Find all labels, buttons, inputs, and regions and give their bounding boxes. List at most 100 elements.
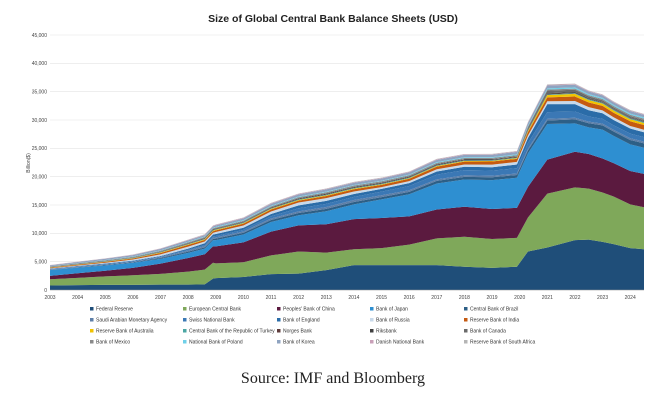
legend-item: European Central Bank: [183, 307, 241, 313]
x-tick-label: 2014: [348, 295, 359, 301]
area-peoples-bank-of-china: [50, 151, 644, 280]
x-tick-label: 2016: [404, 295, 415, 301]
legend-item: Central Bank of the Republic of Turkey: [183, 329, 275, 335]
legend-label: Bank of Canada: [470, 329, 506, 335]
x-tick-label: 2024: [625, 295, 636, 301]
y-tick-label: 5,000: [34, 259, 47, 265]
legend-item: Reserve Bank of South Africa: [464, 340, 536, 346]
legend-item: National Bank of Poland: [183, 340, 243, 346]
y-axis-ticks: 0 5,000 10,000 15,000 20,000 25,000 30,000 35,0…: [32, 33, 48, 294]
legend-swatch: [277, 340, 281, 344]
x-tick-label: 2011: [266, 295, 277, 301]
y-tick-label: 10,000: [32, 231, 48, 237]
source-caption: Source: IMF and Bloomberg: [240, 370, 426, 387]
x-tick-label: 2019: [486, 295, 497, 301]
legend-label: Peoples' Bank of China: [283, 307, 335, 313]
x-tick-label: 2008: [183, 295, 194, 301]
x-tick-label: 2021: [542, 295, 553, 301]
legend-swatch: [277, 329, 281, 333]
x-tick-label: 2003: [44, 295, 55, 301]
legend-swatch: [90, 329, 94, 333]
x-tick-label: 2005: [100, 295, 111, 301]
x-tick-label: 2009: [210, 295, 221, 301]
chart-title: Size of Global Central Bank Balance Shee…: [208, 13, 458, 25]
legend-label: Norges Bank: [283, 329, 312, 335]
legend-swatch: [370, 307, 374, 311]
legend-item: Federal Reserve: [90, 307, 133, 313]
x-tick-label: 2018: [459, 295, 470, 301]
stacked-areas: [50, 83, 644, 291]
x-tick-label: 2004: [72, 295, 83, 301]
legend-label: Reserve Bank of India: [470, 318, 519, 324]
y-tick-label: 15,000: [32, 203, 48, 209]
legend-swatch: [90, 307, 94, 311]
legend-swatch: [464, 340, 468, 344]
y-tick-label: 0: [44, 288, 47, 294]
x-tick-label: 2022: [569, 295, 580, 301]
legend-item: Swiss National Bank: [183, 318, 235, 324]
legend-label: Federal Reserve: [96, 307, 133, 313]
legend-item: Reserve Bank of India: [464, 318, 519, 324]
legend-item: Danish National Bank: [370, 340, 425, 346]
y-tick-label: 30,000: [32, 118, 48, 124]
legend-swatch: [90, 318, 94, 322]
x-axis-ticks: 2003 2004 2005 2006 2007 2008 2009 2010 2011 2012…: [44, 295, 636, 301]
legend-label: Danish National Bank: [376, 340, 425, 346]
y-tick-label: 25,000: [32, 146, 48, 152]
legend-item: Bank of England: [277, 318, 320, 324]
legend-item: Bank of Japan: [370, 307, 408, 313]
legend-item: Bank of Canada: [464, 329, 506, 335]
x-tick-label: 2010: [238, 295, 249, 301]
x-tick-label: 2017: [431, 295, 442, 301]
y-axis-label: Billion($): [26, 153, 32, 173]
x-tick-label: 2023: [597, 295, 608, 301]
x-tick-label: 2007: [155, 295, 166, 301]
legend-swatch: [277, 318, 281, 322]
y-tick-label: 40,000: [32, 61, 48, 67]
legend-label: National Bank of Poland: [189, 340, 243, 346]
legend-label: European Central Bank: [189, 307, 241, 313]
legend-label: Central Bank of Brazil: [470, 307, 518, 313]
legend-label: Reserve Bank of Australia: [96, 329, 154, 335]
area-bank-of-japan: [50, 123, 644, 276]
legend-item: Riksbank: [370, 329, 397, 335]
legend-item: Bank of Mexico: [90, 340, 130, 346]
legend-item: Bank of Russia: [370, 318, 410, 324]
legend-swatch: [183, 329, 187, 333]
x-tick-label: 2015: [376, 295, 387, 301]
legend-swatch: [464, 307, 468, 311]
area-federal-reserve: [50, 239, 644, 290]
legend-label: Bank of Russia: [376, 318, 410, 324]
legend-swatch: [370, 340, 374, 344]
legend-label: Bank of Mexico: [96, 340, 130, 346]
legend-swatch: [183, 307, 187, 311]
y-tick-label: 20,000: [32, 174, 48, 180]
legend-swatch: [90, 340, 94, 344]
area-european-central-bank: [50, 187, 644, 286]
legend-swatch: [277, 307, 281, 311]
x-tick-label: 2012: [293, 295, 304, 301]
legend-item: Saudi Arabian Monetary Agency: [90, 318, 168, 324]
legend-item: Central Bank of Brazil: [464, 307, 518, 313]
x-tick-label: 2013: [321, 295, 332, 301]
legend-label: Reserve Bank of South Africa: [470, 340, 536, 346]
y-tick-label: 35,000: [32, 89, 48, 95]
x-tick-label: 2006: [127, 295, 138, 301]
legend-label: Bank of Korea: [283, 340, 315, 346]
legend-swatch: [183, 318, 187, 322]
legend-swatch: [464, 329, 468, 333]
x-tick-label: 2020: [514, 295, 525, 301]
legend-label: Central Bank of the Republic of Turkey: [189, 329, 275, 335]
legend-swatch: [183, 340, 187, 344]
legend-swatch: [370, 318, 374, 322]
legend-item: Peoples' Bank of China: [277, 307, 335, 313]
legend-item: Bank of Korea: [277, 340, 315, 346]
legend-label: Saudi Arabian Monetary Agency: [96, 318, 168, 324]
legend-item: Reserve Bank of Australia: [90, 329, 154, 335]
legend-label: Riksbank: [376, 329, 397, 335]
legend-item: Norges Bank: [277, 329, 312, 335]
legend-label: Bank of England: [283, 318, 320, 324]
legend-swatch: [370, 329, 374, 333]
legend-swatch: [464, 318, 468, 322]
